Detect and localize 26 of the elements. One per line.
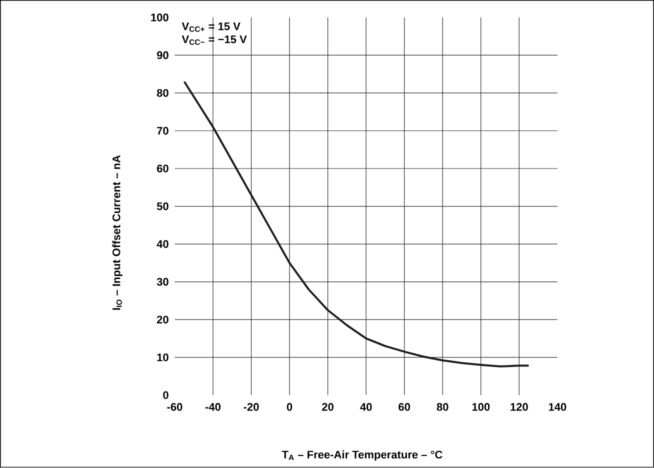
- y-tick-label: 10: [157, 354, 168, 362]
- x-tick-label: 60: [398, 403, 410, 411]
- x-tick-label: 20: [322, 403, 334, 411]
- x-tick-label: 80: [436, 403, 448, 411]
- y-tick-label: 80: [156, 89, 168, 98]
- y-tick-label: 30: [156, 278, 168, 286]
- x-tick-label: -60: [167, 403, 182, 411]
- y-tick-label: 0: [163, 391, 168, 400]
- y-tick-label: 20: [156, 316, 168, 324]
- x-tick-label: 140: [548, 403, 566, 411]
- x-axis-title: T$_{A}$ – Free-Air Temperature – °C: [282, 450, 442, 461]
- y-axis-title: I$_{IO}$ – Input Offset Current – nA: [112, 155, 122, 310]
- y-tick-label: 90: [156, 51, 168, 60]
- y-tick-label: 50: [156, 202, 168, 210]
- x-tick-label: -20: [244, 403, 259, 411]
- x-tick-label: 120: [510, 403, 528, 411]
- y-tick-label: 60: [157, 164, 168, 173]
- x-tick-label: 100: [472, 403, 490, 411]
- x-tick-label: 40: [360, 403, 372, 411]
- x-tick-label: 0: [286, 403, 292, 411]
- y-tick-label: 70: [157, 127, 168, 135]
- y-tick-label: 40: [156, 240, 168, 248]
- annotation: V$_{CC+}$ = 15 V: [182, 22, 240, 32]
- annotation: V$_{CC−}$ = −15 V: [182, 36, 247, 46]
- y-tick-label: 100: [151, 14, 168, 22]
- x-tick-label: -40: [205, 403, 220, 411]
